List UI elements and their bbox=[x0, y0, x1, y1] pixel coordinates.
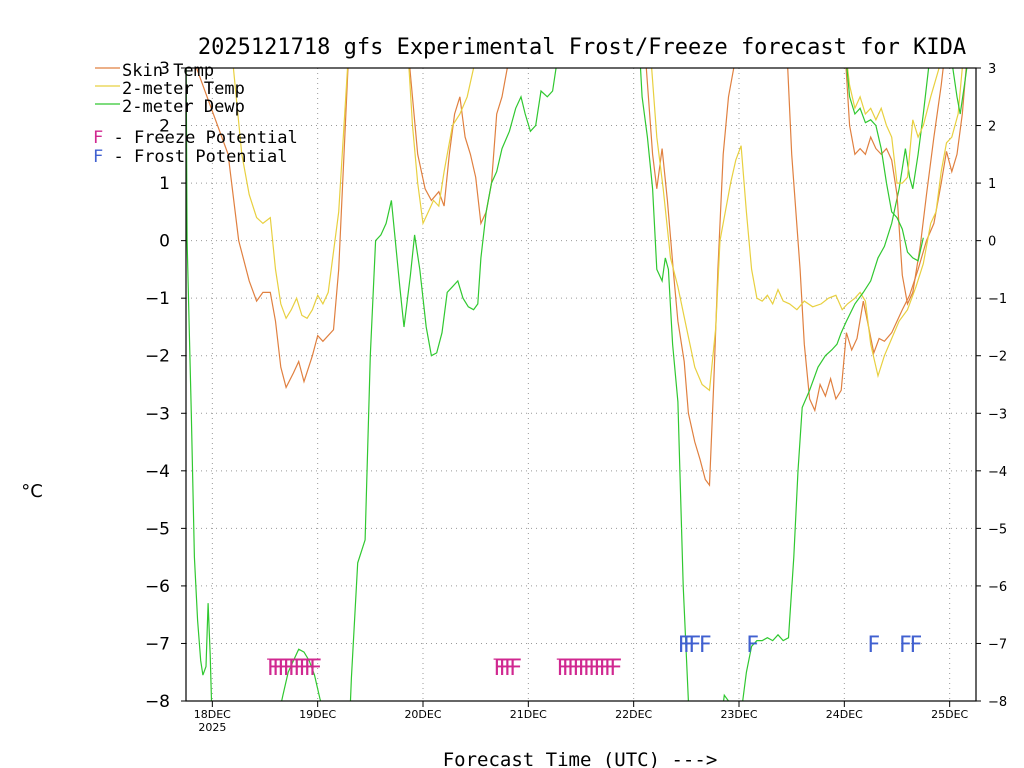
ytick-label-left-1: 2 bbox=[159, 117, 170, 137]
x-axis-label: Forecast Time (UTC) ---> bbox=[443, 749, 718, 768]
xtick-label-2: 20DEC bbox=[404, 708, 441, 721]
freeze-mark-20: F bbox=[594, 656, 607, 681]
series-line-late-dewp-2 bbox=[846, 68, 924, 262]
freeze-mark-17: F bbox=[578, 656, 591, 681]
ytick-label-right-2: 1 bbox=[988, 177, 996, 192]
ytick-label-right-9: −6 bbox=[988, 580, 1007, 595]
ytick-label-left-11: −8 bbox=[145, 692, 170, 712]
freeze-mark-7: F bbox=[304, 656, 317, 681]
x-axis: 18DEC 19DEC 20DEC 21DEC 22DEC 23DEC 24DEC 25DEC… bbox=[194, 701, 969, 734]
freeze-mark-13: F bbox=[557, 656, 570, 681]
xtick-label-3: 21DEC bbox=[510, 708, 547, 721]
freeze-mark-6: F bbox=[299, 656, 312, 681]
frost-mark-7: F bbox=[910, 633, 923, 658]
legend-label-freeze: F - Freeze Potential bbox=[93, 128, 298, 148]
freeze-mark-11: F bbox=[504, 656, 517, 681]
xtick-label-5: 23DEC bbox=[720, 708, 757, 721]
ytick-label-right-6: −3 bbox=[988, 407, 1007, 422]
ytick-label-right-0: 3 bbox=[988, 62, 996, 77]
freeze-mark-2: F bbox=[278, 656, 291, 681]
ytick-label-left-9: −6 bbox=[145, 577, 170, 597]
ytick-label-left-7: −4 bbox=[145, 462, 170, 482]
freeze-mark-4: F bbox=[288, 656, 301, 681]
series-line-late-skin-0 bbox=[845, 68, 944, 306]
chart-title: 2025121718 gfs Experimental Frost/Freeze… bbox=[198, 35, 966, 60]
xtick-label-0: 18DEC bbox=[194, 708, 231, 721]
series-line-skin-0 bbox=[195, 68, 967, 487]
frost-mark-3: F bbox=[699, 633, 712, 658]
frost-mark-2: F bbox=[688, 633, 701, 658]
freeze-mark-18: F bbox=[583, 656, 596, 681]
ytick-label-left-3: 0 bbox=[159, 232, 170, 252]
ytick-label-left-2: 1 bbox=[159, 174, 170, 194]
freeze-mark-15: F bbox=[567, 656, 580, 681]
freeze-mark-1: F bbox=[272, 656, 285, 681]
freeze-mark-16: F bbox=[573, 656, 586, 681]
freeze-mark-0: F bbox=[267, 656, 280, 681]
ytick-label-left-4: −1 bbox=[145, 289, 170, 309]
frost-mark-1: F bbox=[683, 633, 696, 658]
legend-label-frost: F - Frost Potential bbox=[93, 147, 287, 167]
legend: Skin Temp 2-meter Temp 2-meter Dewp F - … bbox=[93, 61, 298, 167]
freeze-mark-14: F bbox=[562, 656, 575, 681]
ytick-label-right-5: −2 bbox=[988, 350, 1007, 365]
y-axis-left: 3 2 1 0 −1 −2 −3 −4 −5 −6 −7 −8 bbox=[145, 59, 186, 712]
legend-label-skin: Skin Temp bbox=[122, 61, 214, 81]
legend-label-dewp: 2-meter Dewp bbox=[122, 97, 245, 117]
freeze-mark-19: F bbox=[588, 656, 601, 681]
legend-label-t2m: 2-meter Temp bbox=[122, 79, 245, 99]
frost-mark-4: F bbox=[746, 633, 759, 658]
ytick-label-right-8: −5 bbox=[988, 522, 1007, 537]
plot-frame bbox=[185, 67, 977, 702]
freeze-mark-22: F bbox=[604, 656, 617, 681]
ytick-label-right-1: 2 bbox=[988, 120, 996, 135]
freeze-mark-23: F bbox=[609, 656, 622, 681]
freeze-mark-9: F bbox=[494, 656, 507, 681]
ytick-label-right-11: −8 bbox=[988, 695, 1007, 710]
ytick-label-left-5: −2 bbox=[145, 347, 170, 367]
freeze-mark-12: F bbox=[509, 656, 522, 681]
freeze-mark-10: F bbox=[499, 656, 512, 681]
xtick-label-4: 22DEC bbox=[615, 708, 652, 721]
ytick-label-left-6: −3 bbox=[145, 404, 170, 424]
freeze-mark-5: F bbox=[293, 656, 306, 681]
ytick-label-left-0: 3 bbox=[159, 59, 170, 79]
freeze-mark-3: F bbox=[283, 656, 296, 681]
ytick-label-right-4: −1 bbox=[988, 292, 1007, 307]
grid bbox=[186, 67, 976, 702]
series-line-late-t2m-1 bbox=[847, 68, 940, 184]
frost-mark-6: F bbox=[899, 633, 912, 658]
series-line-t2m-1 bbox=[232, 68, 963, 392]
ytick-label-left-8: −5 bbox=[145, 519, 170, 539]
ytick-label-left-10: −7 bbox=[145, 634, 170, 654]
ytick-label-right-7: −4 bbox=[988, 465, 1007, 480]
xtick-sublabel: 2025 bbox=[198, 721, 226, 734]
xtick-label-7: 25DEC bbox=[931, 708, 968, 721]
freeze-mark-21: F bbox=[599, 656, 612, 681]
y-axis-right: 3 2 1 0 −1 −2 −3 −4 −5 −6 −7 −8 bbox=[976, 62, 1007, 710]
frost-mark-5: F bbox=[868, 633, 881, 658]
xtick-label-6: 24DEC bbox=[826, 708, 863, 721]
ytick-label-right-10: −7 bbox=[988, 637, 1007, 652]
series-layer bbox=[186, 68, 968, 701]
series-line-dewp-2 bbox=[186, 68, 968, 701]
y-axis-label: °C bbox=[21, 481, 43, 502]
ytick-label-right-3: 0 bbox=[988, 235, 996, 250]
frost-mark-0: F bbox=[678, 633, 691, 658]
freeze-mark-8: F bbox=[309, 656, 322, 681]
xtick-label-1: 19DEC bbox=[299, 708, 336, 721]
